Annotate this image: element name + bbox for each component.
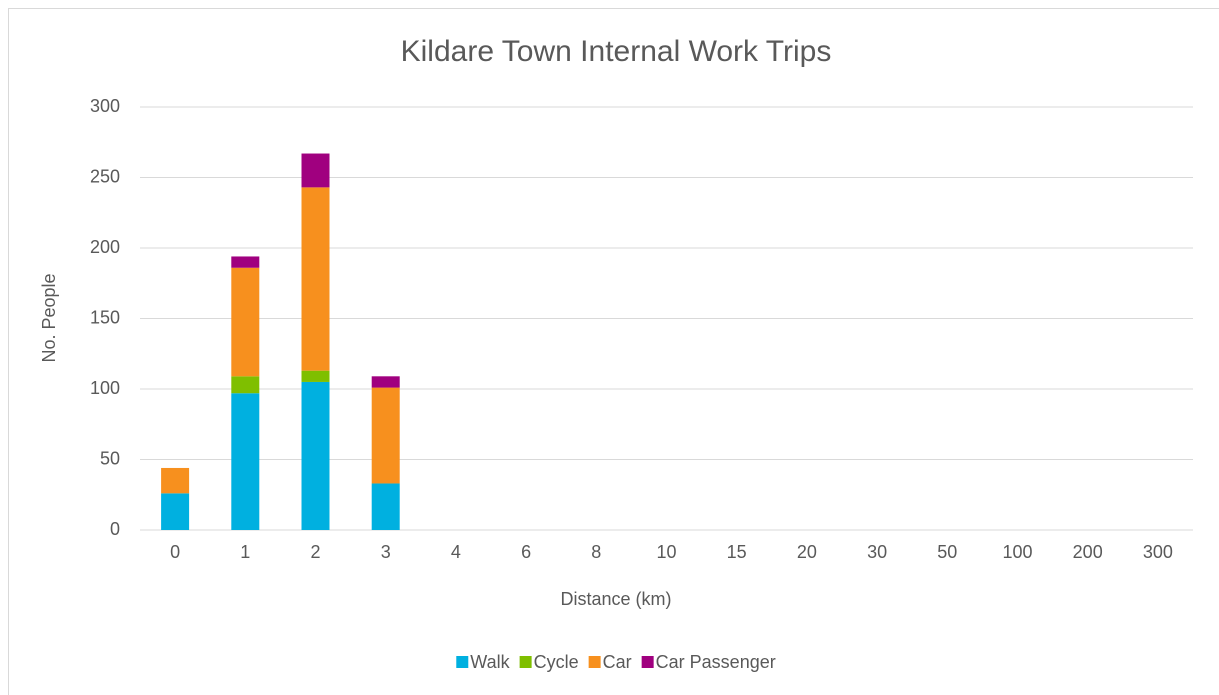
x-tick-label: 30 <box>867 542 887 562</box>
bar-segment <box>301 153 330 188</box>
x-tick-label: 100 <box>1002 542 1032 562</box>
bar-segment <box>231 393 260 530</box>
x-tick-label: 8 <box>591 542 601 562</box>
x-tick-label: 20 <box>797 542 817 562</box>
bar-segment <box>161 467 190 494</box>
x-tick-label: 15 <box>727 542 747 562</box>
legend-label: Car Passenger <box>656 652 776 672</box>
x-tick-label: 4 <box>451 542 461 562</box>
x-tick-label: 300 <box>1143 542 1173 562</box>
bar-segment <box>231 256 260 268</box>
legend-swatch <box>456 656 469 668</box>
legend-label: Walk <box>470 652 510 672</box>
x-tick-label: 1 <box>240 542 250 562</box>
y-tick-label: 0 <box>110 519 120 539</box>
x-tick-label: 0 <box>170 542 180 562</box>
bar-segment <box>371 376 400 388</box>
x-tick-label: 50 <box>937 542 957 562</box>
bar-segment <box>301 187 330 371</box>
legend-swatch <box>519 656 532 668</box>
x-tick-label: 10 <box>656 542 676 562</box>
legend-swatch <box>641 656 654 668</box>
x-tick-label: 200 <box>1073 542 1103 562</box>
y-tick-label: 150 <box>90 307 120 327</box>
y-tick-label: 250 <box>90 166 120 186</box>
legend-swatch <box>588 656 601 668</box>
legend-label: Car <box>603 652 632 672</box>
legend-label: Cycle <box>534 652 579 672</box>
bar-segment <box>161 493 190 530</box>
y-tick-label: 100 <box>90 378 120 398</box>
bar-segment <box>301 381 330 530</box>
y-tick-label: 300 <box>90 96 120 116</box>
bar-segment <box>231 267 260 377</box>
bar-segment <box>301 370 330 382</box>
chart-title: Kildare Town Internal Work Trips <box>401 35 832 68</box>
y-tick-label: 200 <box>90 237 120 257</box>
bar-segment <box>371 483 400 530</box>
y-tick-label: 50 <box>100 448 120 468</box>
y-axis-label: No. People <box>39 273 59 362</box>
x-axis-label: Distance (km) <box>560 589 671 609</box>
x-tick-label: 6 <box>521 542 531 562</box>
bar-segment <box>231 376 260 394</box>
bar-segment <box>371 387 400 484</box>
x-tick-label: 2 <box>310 542 320 562</box>
chart-frame <box>8 8 1219 695</box>
x-tick-label: 3 <box>381 542 391 562</box>
